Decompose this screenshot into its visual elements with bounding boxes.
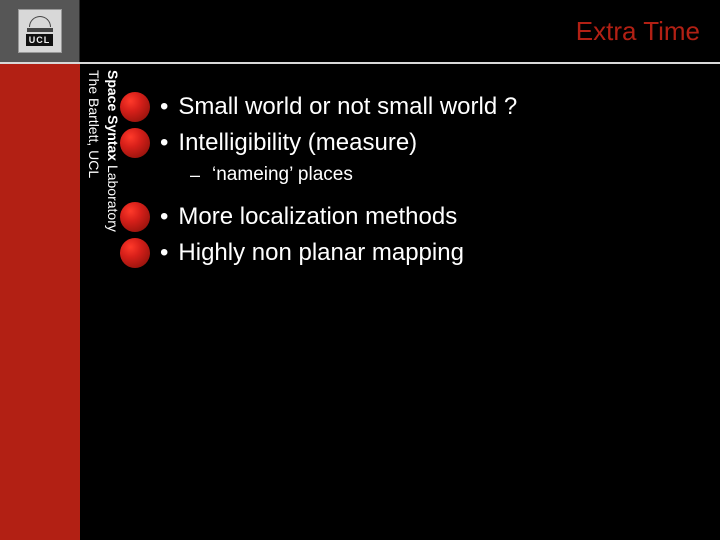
sub-bullet-row-1: – ‘nameing’ places: [190, 164, 700, 186]
bullet-row-4: •Highly non planar mapping: [120, 238, 700, 268]
bullet-label-4: Highly non planar mapping: [178, 239, 464, 266]
sidebar-vertical-text: Space Syntax Laboratory The Bartlett, UC…: [84, 70, 122, 232]
bullet-dot-icon: [120, 238, 150, 268]
logo-base: [27, 28, 53, 32]
bullet-dot-icon: [120, 202, 150, 232]
dome-icon: [29, 16, 51, 27]
content: •Small world or not small world ? •Intel…: [120, 92, 700, 274]
sidebar-line-1: Space Syntax Laboratory: [103, 70, 122, 232]
header: UCL Extra Time: [0, 0, 720, 62]
logo-text: UCL: [26, 34, 54, 46]
page-title: Extra Time: [80, 16, 720, 47]
sub-dash-icon: –: [190, 165, 200, 186]
sub-bullet-label-1: ‘nameing’ places: [212, 164, 353, 186]
sidebar-line-2: The Bartlett, UCL: [84, 70, 103, 232]
bullet-row-3: •More localization methods: [120, 202, 700, 232]
header-rule: [0, 62, 720, 64]
bullet-label-2: Intelligibility (measure): [178, 129, 417, 156]
bullet-label-3: More localization methods: [178, 203, 457, 230]
bullet-dot-icon: [120, 128, 150, 158]
ucl-logo: UCL: [18, 9, 62, 53]
sidebar-line1-rest: Laboratory: [105, 161, 121, 232]
bullet-row-2: •Intelligibility (measure): [120, 128, 700, 158]
sidebar-line1-bold: Space Syntax: [105, 70, 121, 161]
bullet-text-3: •More localization methods: [160, 203, 457, 231]
logo-box: UCL: [0, 0, 80, 62]
bullet-dot-icon: [120, 92, 150, 122]
bullet-label-1: Small world or not small world ?: [178, 93, 517, 120]
sidebar: [0, 64, 80, 540]
bullet-text-4: •Highly non planar mapping: [160, 239, 464, 267]
bullet-text-1: •Small world or not small world ?: [160, 93, 517, 121]
bullet-text-2: •Intelligibility (measure): [160, 129, 417, 157]
bullet-row-1: •Small world or not small world ?: [120, 92, 700, 122]
